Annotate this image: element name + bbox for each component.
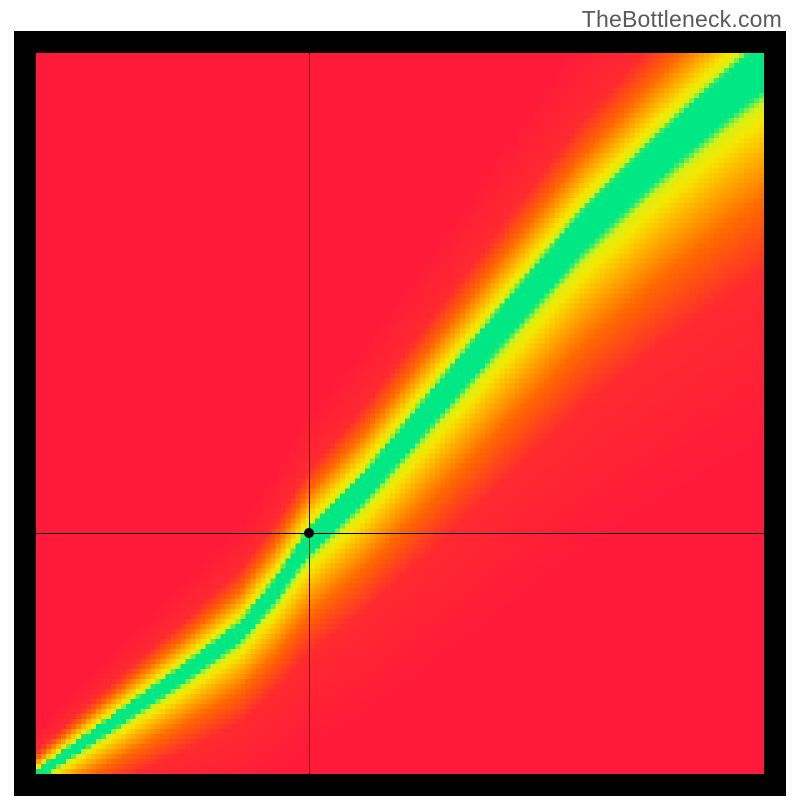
watermark-text: TheBottleneck.com bbox=[582, 6, 782, 33]
crosshair-vertical bbox=[309, 53, 310, 774]
crosshair-horizontal bbox=[36, 533, 764, 534]
selection-dot bbox=[304, 528, 314, 538]
heatmap-canvas bbox=[36, 53, 764, 774]
plot-frame bbox=[14, 31, 786, 796]
plot-area bbox=[36, 53, 764, 774]
chart-container: TheBottleneck.com bbox=[0, 0, 800, 800]
